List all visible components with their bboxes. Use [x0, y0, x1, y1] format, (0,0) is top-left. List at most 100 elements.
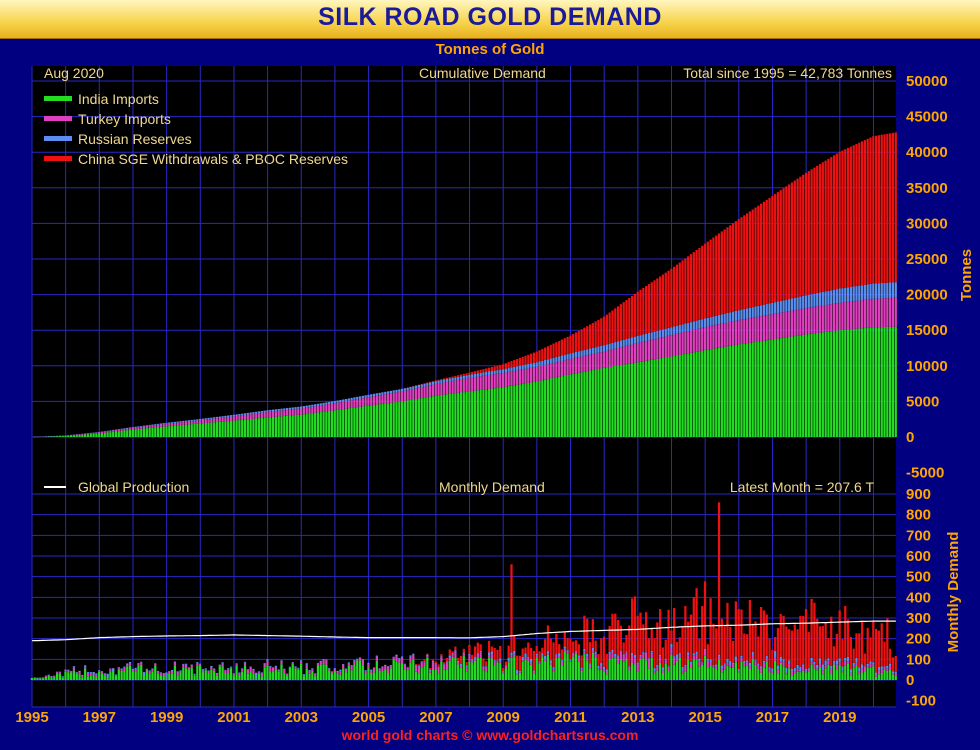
bar-india — [221, 666, 224, 680]
bar-china — [698, 638, 701, 659]
bar-turkey — [588, 664, 592, 669]
bar-turkey — [98, 670, 101, 672]
bar-india — [832, 664, 836, 680]
bar-turkey — [392, 657, 395, 660]
bar-russia — [583, 349, 586, 356]
bar-china — [518, 655, 522, 671]
bar-india — [476, 390, 479, 437]
bar-india — [642, 361, 645, 437]
bar-turkey — [586, 355, 589, 372]
bar-russia — [451, 377, 454, 381]
bar-russia — [810, 657, 813, 662]
bar-india — [89, 434, 92, 437]
bar-india — [465, 391, 468, 437]
bar-china — [830, 157, 833, 291]
bar-india — [790, 336, 794, 437]
bar-russia — [824, 660, 827, 666]
bar-turkey — [409, 389, 412, 400]
bar-china — [423, 659, 426, 662]
bar-russia — [328, 401, 331, 405]
bar-china — [630, 295, 634, 338]
bar-russia — [215, 416, 219, 419]
bar-russia — [117, 667, 120, 669]
bar-china — [846, 147, 850, 288]
bar-china — [507, 645, 510, 658]
bar-turkey — [785, 311, 788, 338]
bar-russia — [597, 346, 600, 353]
bar-india — [636, 362, 639, 437]
bar-turkey — [294, 667, 297, 669]
bar-russia — [546, 359, 550, 365]
bar-turkey — [552, 362, 555, 378]
bar-india — [731, 667, 735, 680]
bar-russia — [552, 667, 555, 670]
bar-china — [779, 190, 782, 301]
bar-india — [39, 678, 42, 680]
bar-india — [877, 674, 881, 680]
bar-india — [204, 422, 207, 437]
bar-china — [712, 237, 715, 317]
bar-russia — [414, 664, 418, 666]
bar-turkey — [858, 300, 861, 329]
bar-russia — [731, 311, 735, 322]
bar-china — [790, 630, 794, 669]
bar-turkey — [832, 303, 836, 331]
bar-china — [451, 651, 454, 654]
bar-india — [535, 657, 538, 680]
bar-turkey — [392, 392, 395, 403]
bar-russia — [431, 660, 435, 663]
bar-india — [400, 401, 404, 437]
bar-turkey — [804, 670, 808, 673]
bar-china — [459, 656, 463, 664]
bar-turkey — [625, 345, 628, 365]
bar-india — [653, 674, 656, 680]
bar-india — [715, 669, 718, 680]
bar-india — [375, 660, 378, 680]
bar-india — [213, 670, 216, 680]
bar-russia — [521, 365, 524, 370]
bar-russia — [92, 672, 95, 675]
bar-russia — [785, 299, 788, 312]
bar-india — [588, 370, 592, 437]
bar-turkey — [614, 348, 617, 367]
bar-russia — [255, 411, 258, 414]
bar-india — [891, 326, 895, 437]
bar-turkey — [594, 353, 597, 370]
bar-china — [653, 638, 656, 669]
bar-russia — [600, 663, 603, 666]
bar-russia — [602, 666, 606, 670]
bar-india — [706, 667, 709, 680]
bar-turkey — [266, 412, 269, 418]
bar-india — [53, 436, 56, 437]
bar-china — [650, 628, 653, 651]
bar-india — [675, 660, 679, 680]
x-tick-label: 1995 — [15, 709, 48, 726]
bar-china — [465, 373, 468, 376]
bar-india — [249, 671, 252, 680]
bar-india — [350, 407, 353, 437]
bar-india — [723, 669, 726, 680]
bar-india — [774, 660, 777, 680]
bar-russia — [148, 670, 151, 672]
bar-russia — [754, 306, 757, 318]
bar-india — [720, 347, 723, 437]
bar-turkey — [75, 434, 78, 436]
bar-russia — [78, 670, 81, 673]
bar-india — [227, 673, 230, 680]
bar-russia — [412, 386, 415, 389]
bar-turkey — [757, 316, 760, 342]
bar-india — [729, 667, 732, 680]
bar-china — [476, 642, 479, 653]
bar-russia — [605, 669, 608, 671]
bar-china — [457, 375, 460, 377]
bar-turkey — [681, 332, 684, 355]
bar-turkey — [597, 352, 600, 370]
bar-china — [726, 602, 729, 659]
bar-russia — [398, 658, 401, 660]
bar-china — [541, 647, 544, 654]
bar-india — [291, 415, 294, 437]
bar-russia — [280, 408, 283, 411]
chart-subtitle: Tonnes of Gold — [435, 41, 545, 58]
bar-china — [774, 194, 777, 303]
bar-india — [566, 374, 569, 437]
